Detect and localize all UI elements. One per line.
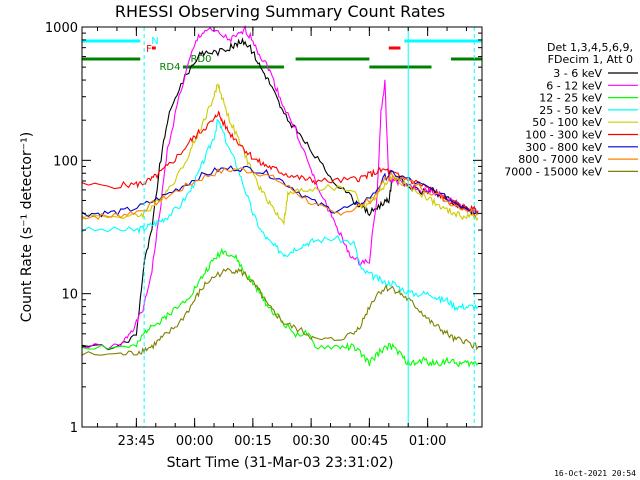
legend: Det 1,3,4,5,6,9,FDecim 1, Att 03 - 6 keV… [504, 41, 638, 178]
flag-label-rd4: RD4 [159, 62, 180, 73]
legend-label-100-300-kev: 100 - 300 keV [525, 129, 602, 142]
series-line-7000-15000-kev [81, 267, 479, 356]
legend-label-7000-15000-kev: 7000 - 15000 keV [504, 165, 602, 178]
x-axis-label: Start Time (31-Mar-03 23:31:02) [167, 455, 394, 471]
flag-label-f: F [146, 44, 152, 55]
legend-label-800-7000-kev: 800 - 7000 keV [518, 153, 602, 166]
legend-label-300-800-kev: 300 - 800 keV [525, 141, 602, 154]
y-tick-label: 10 [61, 288, 78, 303]
series-line-50-100-kev [81, 83, 479, 226]
x-tick-label: 23:45 [118, 434, 155, 449]
x-tick-label: 01:00 [409, 434, 446, 449]
x-tick-label: 00:00 [176, 434, 213, 449]
y-tick-label: 1000 [45, 21, 78, 36]
x-tick-label: 00:15 [234, 434, 271, 449]
chart-title: RHESSI Observing Summary Count Rates [115, 2, 445, 21]
legend-header-line: Det 1,3,4,5,6,9, [547, 41, 633, 54]
legend-label-12-25-kev: 12 - 25 keV [539, 92, 602, 105]
y-tick-label: 100 [53, 154, 78, 169]
flag-label-rd0: RD0 [190, 54, 211, 65]
x-tick-label: 00:30 [292, 434, 329, 449]
plot-frame [81, 26, 483, 428]
y-axis-label: Count Rate (s⁻¹ detector⁻¹) [19, 132, 35, 322]
series-line-25-50-kev [81, 119, 479, 312]
legend-label-25-50-kev: 25 - 50 keV [539, 104, 602, 117]
series-line-12-25-kev [81, 247, 479, 369]
flag-label-n: N [151, 36, 158, 47]
y-tick-label: 1 [70, 421, 78, 436]
legend-label-50-100-kev: 50 - 100 keV [532, 116, 602, 129]
x-tick-label: 00:45 [351, 434, 388, 449]
series-lines [81, 24, 479, 369]
series-line-6-12-kev [81, 24, 479, 350]
flag-bars: NF RD4 RD0 [82, 36, 482, 73]
series-line-100-300-kev [81, 110, 479, 215]
axes: 1 10 100 1000 23:45 00:00 00:15 00:30 00:45 01:00 [45, 21, 482, 449]
legend-label-3-6-kev: 3 - 6 keV [553, 67, 602, 80]
series-line-800-7000-kev [81, 167, 479, 221]
legend-header-line: FDecim 1, Att 0 [548, 53, 633, 66]
legend-label-6-12-kev: 6 - 12 keV [546, 79, 602, 92]
date-stamp: 16-Oct-2021 20:54 [554, 469, 636, 478]
